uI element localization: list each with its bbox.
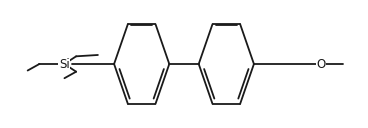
- Text: Si: Si: [59, 57, 70, 71]
- Text: O: O: [316, 57, 326, 71]
